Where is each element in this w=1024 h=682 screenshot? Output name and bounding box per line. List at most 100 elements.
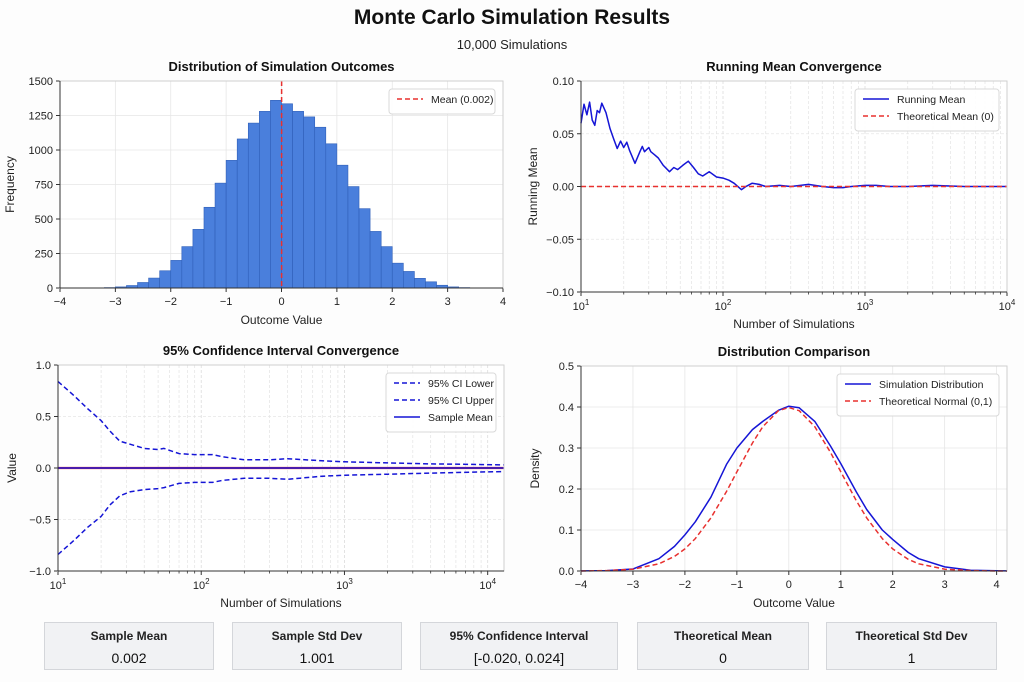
- series-line-95-ci-lower: [57, 470, 505, 556]
- y-axis-label: Value: [5, 453, 19, 483]
- histogram-bar: [281, 103, 293, 289]
- y-tick-label: 0.4: [559, 402, 574, 414]
- legend-label: Mean (0.002): [431, 94, 493, 106]
- y-tick-label: 500: [35, 214, 53, 226]
- y-tick-label: 0.0: [559, 566, 574, 578]
- x-tick-label: −4: [575, 579, 588, 591]
- x-tick-label: −4: [54, 296, 67, 308]
- card-label: Theoretical Std Dev: [855, 629, 968, 643]
- histogram-bar: [403, 271, 415, 289]
- x-tick-label: 0: [278, 296, 284, 308]
- histogram-bar: [347, 186, 360, 289]
- legend-label: 95% CI Upper: [428, 395, 494, 407]
- histogram-bar: [270, 100, 282, 289]
- chart-title: 95% Confidence Interval Convergence: [163, 343, 399, 358]
- y-tick-label: 0.5: [559, 361, 574, 373]
- card-value: [-0.020, 0.024]: [473, 650, 565, 666]
- series-line-simulation-distribution: [580, 405, 1008, 572]
- page-subtitle: 10,000 Simulations: [456, 37, 568, 52]
- y-tick-label: 1.0: [36, 360, 51, 372]
- y-tick-label: −0.10: [546, 287, 574, 299]
- legend-label: 95% CI Lower: [428, 378, 494, 390]
- y-axis-label: Frequency: [3, 156, 17, 213]
- legend-label: Simulation Distribution: [879, 379, 984, 391]
- legend-label: Theoretical Normal (0,1): [879, 396, 992, 408]
- legend: 95% CI Lower 95% CI Upper Sample Mean: [385, 372, 497, 433]
- y-tick-label: 0: [47, 283, 53, 295]
- histogram-bar: [192, 229, 205, 289]
- histogram-bar: [314, 126, 327, 289]
- x-tick-label: 0: [786, 579, 792, 591]
- page-title: Monte Carlo Simulation Results: [353, 6, 671, 29]
- x-tick-label: 3: [942, 579, 948, 591]
- y-tick-label: 0.0: [36, 463, 51, 475]
- chart-title: Distribution Comparison: [718, 344, 870, 359]
- y-tick-label: 0.00: [553, 182, 574, 194]
- x-tick-label: −2: [164, 296, 177, 308]
- y-tick-label: 0.10: [553, 76, 574, 88]
- legend-box: [854, 88, 1000, 132]
- card-confidence-interval: 95% Confidence Interval [-0.020, 0.024]: [420, 622, 618, 670]
- x-tick-label: 101: [50, 577, 67, 592]
- histogram-bar: [259, 111, 271, 289]
- y-tick-label: 0.2: [559, 484, 574, 496]
- x-tick-label: 2: [389, 296, 395, 308]
- card-label: Sample Mean: [90, 629, 168, 643]
- y-axis-label: Density: [528, 448, 542, 488]
- x-tick-label: 1: [838, 579, 844, 591]
- histogram-bar: [137, 282, 149, 289]
- series-line-95-ci-upper: [57, 380, 505, 466]
- x-tick-label: 103: [336, 577, 353, 592]
- y-tick-label: 0.1: [559, 525, 574, 537]
- y-tick-label: 0.3: [559, 443, 574, 455]
- card-theoretical-std-dev: Theoretical Std Dev 1: [826, 622, 997, 670]
- x-tick-label: 1: [334, 296, 340, 308]
- chart-title: Running Mean Convergence: [706, 59, 882, 74]
- legend-label: Running Mean: [897, 94, 965, 106]
- card-value: 0: [719, 650, 727, 666]
- x-tick-label: 2: [890, 579, 896, 591]
- histogram-bar: [292, 111, 304, 289]
- chart-title: Distribution of Simulation Outcomes: [168, 59, 394, 74]
- y-tick-label: 250: [35, 249, 53, 261]
- card-value: 0.002: [111, 650, 147, 666]
- x-tick-label: 102: [193, 577, 210, 592]
- summary-cards: Sample Mean 0.002 Sample Std Dev 1.001 9…: [0, 622, 1024, 672]
- legend: Mean (0.002): [388, 88, 496, 115]
- histogram-bar: [391, 262, 404, 289]
- x-tick-label: −2: [679, 579, 692, 591]
- histogram-bar: [170, 260, 183, 289]
- histogram-bar: [414, 278, 426, 289]
- x-tick-label: 101: [573, 298, 590, 313]
- card-label: Theoretical Mean: [673, 629, 773, 643]
- x-tick-label: 104: [999, 298, 1016, 313]
- legend: Running Mean Theoretical Mean (0): [854, 88, 1000, 132]
- x-axis-label: Number of Simulations: [733, 317, 854, 331]
- y-tick-label: 1250: [29, 111, 53, 123]
- histogram-bar: [181, 246, 194, 289]
- x-axis-label: Outcome Value: [753, 596, 835, 610]
- legend-box: [388, 88, 496, 115]
- y-tick-label: 1000: [29, 145, 53, 157]
- chart-histogram: Distribution of Simulation Outcomes Outco…: [3, 59, 506, 327]
- x-tick-label: −3: [109, 296, 122, 308]
- y-tick-label: −1.0: [29, 566, 51, 578]
- histogram-bar: [358, 208, 371, 289]
- card-label: 95% Confidence Interval: [449, 629, 589, 643]
- histogram-bar: [336, 164, 349, 289]
- histogram-bar: [380, 246, 393, 289]
- histogram-bar: [159, 270, 172, 289]
- card-sample-std-dev: Sample Std Dev 1.001: [232, 622, 402, 670]
- legend: Simulation Distribution Theoretical Norma…: [836, 373, 1000, 417]
- chart-ci-convergence: 95% Confidence Interval Convergence Numbe…: [5, 343, 505, 610]
- x-tick-label: −1: [220, 296, 233, 308]
- series-line-theoretical-normal-0-1-: [580, 406, 1007, 572]
- y-tick-label: 1500: [29, 76, 53, 88]
- histogram-bar: [236, 138, 249, 289]
- y-tick-label: 750: [35, 180, 53, 192]
- y-tick-label: −0.05: [546, 234, 574, 246]
- legend-label: Sample Mean: [428, 412, 493, 424]
- legend-box: [836, 373, 1000, 417]
- histogram-bar: [425, 281, 437, 289]
- x-tick-label: 102: [715, 298, 732, 313]
